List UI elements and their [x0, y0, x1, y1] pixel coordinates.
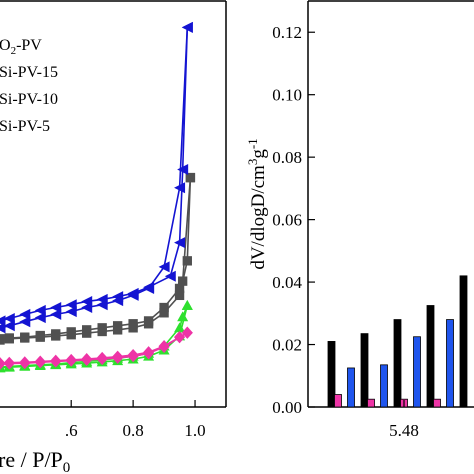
isotherm-point — [127, 348, 139, 362]
isotherm-point — [0, 357, 6, 370]
isotherm-point — [3, 356, 15, 369]
isotherm-point — [112, 291, 124, 303]
pore-bar — [426, 305, 435, 408]
isotherm-legend: O2-PV Si-PV-15 Si-PV-10 Si-PV-5 — [0, 37, 58, 135]
isotherm-point — [0, 334, 5, 344]
isotherm-point — [81, 295, 93, 307]
isotherm-point — [50, 354, 62, 367]
pore-y-tick-label: 0.06 — [272, 211, 302, 230]
legend-entry: Si-PV-15 — [0, 64, 58, 81]
isotherm-point — [3, 320, 15, 332]
isotherm-point — [143, 281, 155, 293]
isotherm-plot-area — [0, 21, 196, 373]
pore-distribution-plot: 0.00 0.02 0.04 0.06 0.08 0.10 0.12 5.48 dV/dlo… — [245, 0, 474, 440]
isotherm-series-0 — [0, 21, 193, 334]
isotherm-point — [174, 237, 186, 249]
isotherm-point — [34, 312, 46, 324]
isotherm-point — [181, 300, 193, 310]
isotherm-point — [65, 353, 77, 366]
isotherm-point — [66, 327, 76, 337]
isotherm-x-tick-label: .6 — [65, 421, 78, 440]
pore-y-axis-label: dV/dlogD/cm3g-1 — [245, 138, 269, 269]
isotherm-point — [51, 329, 61, 339]
isotherm-series-1 — [0, 172, 196, 345]
isotherm-point — [65, 306, 77, 318]
pore-bar — [446, 319, 454, 408]
isotherm-point — [159, 302, 169, 313]
isotherm-point — [112, 321, 123, 331]
isotherm-point — [128, 319, 138, 329]
isotherm-point — [159, 308, 169, 318]
isotherm-point — [164, 270, 176, 282]
isotherm-point — [182, 256, 192, 266]
isotherm-point — [158, 261, 170, 273]
isotherm-series-3 — [0, 326, 193, 371]
isotherm-point — [177, 163, 189, 175]
isotherm-point — [143, 316, 154, 326]
pore-y-tick-label: 0.12 — [272, 23, 302, 42]
pore-bar — [413, 336, 421, 408]
isotherm-point — [112, 350, 124, 363]
legend-entry: O2-PV — [0, 37, 42, 57]
pore-x-tick-label: 5.48 — [389, 421, 419, 440]
isotherm-point — [19, 316, 31, 328]
isotherm-point — [174, 283, 185, 294]
pore-y-tick-label: 0.02 — [272, 336, 302, 355]
pore-bars — [327, 275, 468, 408]
isotherm-point — [96, 293, 108, 305]
isotherm-point — [0, 315, 6, 327]
isotherm-point — [19, 308, 31, 320]
legend-entry: Si-PV-10 — [0, 91, 58, 108]
isotherm-point — [34, 304, 46, 316]
isotherm-point — [181, 326, 193, 339]
isotherm-point — [177, 276, 188, 286]
isotherm-point — [158, 340, 170, 353]
isotherm-x-axis-label: re / P/P0 — [0, 447, 70, 474]
isotherm-point — [82, 325, 92, 335]
pore-bar — [380, 364, 388, 408]
isotherm-point — [181, 21, 193, 33]
isotherm-point — [185, 172, 196, 183]
pore-y-tick-label: 0.04 — [272, 273, 302, 292]
isotherm-point — [177, 311, 189, 322]
isotherm-point — [35, 330, 45, 341]
pore-y-ticks: 0.00 0.02 0.04 0.06 0.08 0.10 0.12 — [272, 23, 315, 417]
isotherm-point — [19, 356, 31, 369]
pore-y-tick-label: 0.00 — [272, 398, 302, 417]
isotherm-x-tick-label: 0.8 — [122, 421, 143, 440]
isotherm-point — [174, 290, 185, 301]
isotherm-point — [3, 312, 15, 324]
isotherm-point — [127, 287, 139, 299]
isotherm-point — [50, 302, 62, 314]
pore-bar — [347, 367, 355, 408]
legend-entry: Si-PV-5 — [0, 118, 50, 135]
isotherm-point — [96, 351, 108, 364]
isotherm-point — [81, 353, 93, 366]
isotherm-point — [34, 355, 46, 368]
pore-bar — [433, 398, 441, 408]
isotherm-point — [50, 308, 62, 320]
isotherm-x-ticks: .6 0.8 1.0 — [65, 400, 206, 440]
pore-y-tick-label: 0.10 — [272, 86, 302, 105]
isotherm-point — [174, 322, 186, 333]
pore-y-tick-label: 0.08 — [272, 148, 302, 167]
isotherm-point — [174, 331, 186, 344]
pore-bar — [367, 398, 375, 408]
pore-bar — [360, 333, 369, 408]
isotherm-x-tick-label: 1.0 — [184, 421, 205, 440]
isotherm-point — [143, 346, 155, 359]
isotherm-point — [20, 332, 30, 342]
pore-bar — [327, 341, 336, 408]
isotherm-point — [97, 323, 107, 333]
pore-bar — [459, 275, 468, 408]
isotherm-point — [4, 333, 14, 343]
pore-bar — [334, 394, 342, 408]
isotherm-plot: .6 0.8 1.0 O2-PV Si-PV-15 Si-PV-10 Si-PV-5 re… — [0, 0, 227, 474]
isotherm-point — [65, 299, 77, 311]
pore-bar — [393, 319, 402, 408]
